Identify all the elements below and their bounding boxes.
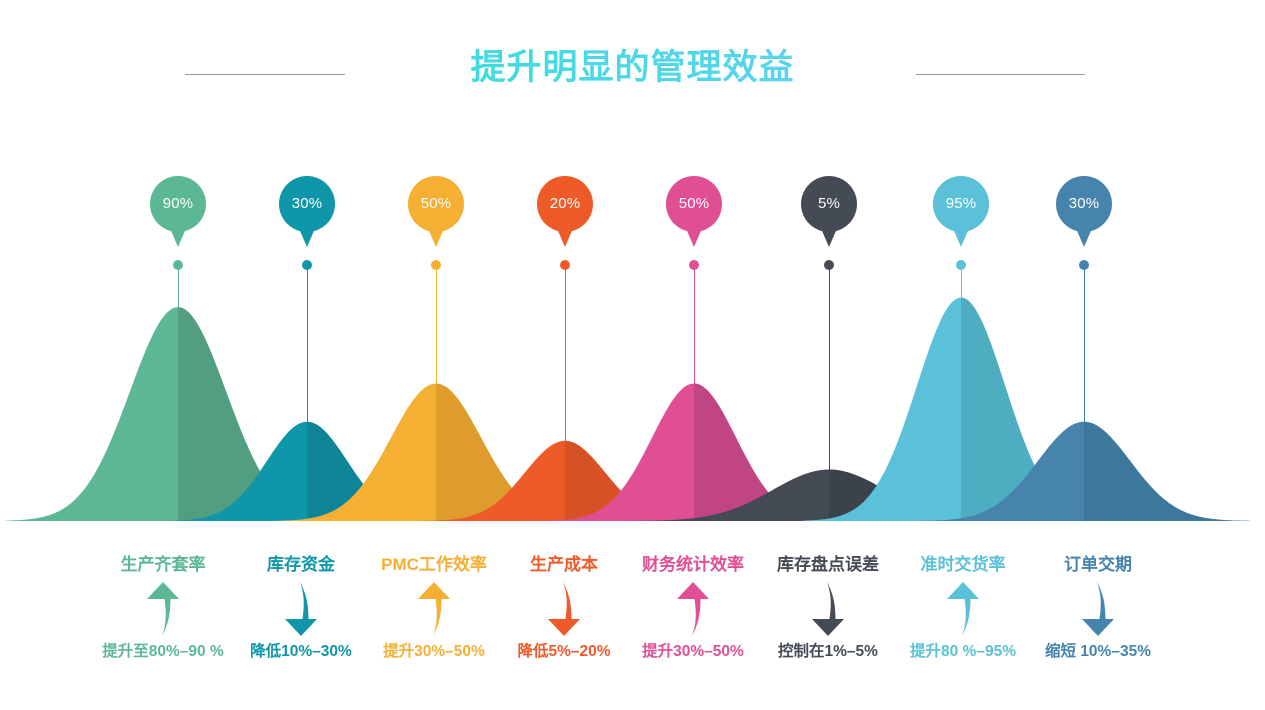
balloon-value-label: 90% [162,195,194,212]
arrow-down-icon [812,582,844,636]
balloon-stem [829,262,830,470]
stem-dot-icon [302,260,312,270]
balloon-value-label: 95% [945,195,977,212]
legend-item-detail: 提升30%–50% [642,643,744,660]
curve-1 [5,307,351,521]
balloon-value-label: 5% [817,195,841,212]
legend-item-title: 准时交货率 [920,555,1006,574]
arrow-down-icon [1082,582,1114,636]
map-pin-icon [666,176,722,232]
balloon-marker-7[interactable]: 95% [933,176,989,270]
arrow-up-icon [677,582,709,636]
balloon-value-label: 50% [420,195,452,212]
legend-item-trend [1036,578,1160,640]
balloon-marker-8[interactable]: 30% [1056,176,1112,270]
legend-item[interactable]: 库存资金降低10%–30% [238,552,364,664]
balloon-value-label: 50% [678,195,710,212]
arrow-down-icon [548,582,580,636]
legend-item[interactable]: 财务统计效率 提升30%–50% [627,552,759,664]
balloon-value-label: 20% [549,195,581,212]
balloon-marker-2[interactable]: 30% [279,176,335,270]
balloon-marker-5[interactable]: 50% [666,176,722,270]
balloon-marker-1[interactable]: 90% [150,176,206,270]
stem-dot-icon [689,260,699,270]
legend-item-trend [761,578,895,640]
balloon-stem [178,262,179,308]
curve-5 [542,383,846,521]
balloon-stem [565,262,566,441]
map-pin-icon [150,176,206,232]
balloon-stem [694,262,695,384]
balloon-value-label: 30% [1068,195,1100,212]
legend-item-title: 库存盘点误差 [777,555,879,574]
balloon-marker-4[interactable]: 20% [537,176,593,270]
map-pin-icon [408,176,464,232]
legend-item-detail: 提升30%–50% [383,643,485,660]
legend-item-detail: 降低5%–20% [517,643,611,660]
title-rule-left [185,74,345,75]
stem-dot-icon [956,260,966,270]
stem-dot-icon [431,260,441,270]
map-pin-icon [801,176,857,232]
title-rule-right [916,74,1085,75]
chart-area: 90% 30% 50% 20% 50% 5% 95% 30% [0,0,1265,545]
legend-row: 生产齐套率 提升至80%–90 % 库存资金 降低10%–30% PMC工作效率 提升30… [0,552,1265,682]
arrow-up-icon [947,582,979,636]
legend-item-trend [627,578,759,640]
balloon-marker-6[interactable]: 5% [801,176,857,270]
legend-item[interactable]: 准时交货率提升80 %–95% [900,552,1026,664]
arrow-down-icon [285,582,317,636]
legend-item-title: 库存资金 [267,555,335,574]
legend-item-trend [238,578,364,640]
legend-item-title: 订单交期 [1064,555,1132,574]
legend-item-trend [900,578,1026,640]
map-pin-icon [933,176,989,232]
balloon-stem [436,262,437,384]
arrow-up-icon [147,582,179,636]
map-pin-icon [279,176,335,232]
curve-7 [802,297,1120,521]
curve-2 [163,421,451,521]
legend-item[interactable]: 订单交期缩短 10%–35% [1036,552,1160,664]
balloon-stem [307,262,308,422]
stem-dot-icon [560,260,570,270]
title-bar: 提升明显的管理效益 [0,44,1265,104]
legend-item-trend [88,578,238,640]
stem-dot-icon [1079,260,1089,270]
legend-item[interactable]: 库存盘点误差 控制在1%–5% [761,552,895,664]
legend-item-title: 生产成本 [530,555,598,574]
page-title: 提升明显的管理效益 [0,44,1265,92]
map-pin-icon [1056,176,1112,232]
curve-8 [918,421,1250,521]
stem-dot-icon [824,260,834,270]
curve-4 [421,440,709,521]
legend-item-detail: 降低10%–30% [250,643,352,660]
curve-3 [274,383,598,521]
stem-dot-icon [173,260,183,270]
legend-item-title: 财务统计效率 [642,555,744,574]
legend-item-trend [364,578,504,640]
legend-item-title: 生产齐套率 [120,555,206,574]
legend-item-detail: 提升至80%–90 % [102,643,224,660]
legend-item[interactable]: PMC工作效率 提升30%–50% [364,552,504,664]
balloon-stem [1084,262,1085,422]
bell-curves [5,297,1250,521]
legend-item-detail: 控制在1%–5% [778,643,878,660]
balloon-marker-3[interactable]: 50% [408,176,464,270]
legend-item-title: PMC工作效率 [381,555,487,574]
arrow-up-icon [418,582,450,636]
legend-item[interactable]: 生产齐套率提升至80%–90 % [88,552,238,664]
legend-item-trend [502,578,626,640]
legend-item[interactable]: 生产成本降低5%–20% [502,552,626,664]
balloon-stem [961,262,962,298]
map-pin-icon [537,176,593,232]
balloon-value-label: 30% [291,195,323,212]
legend-item-detail: 缩短 10%–35% [1045,643,1151,660]
legend-item-detail: 提升80 %–95% [910,643,1016,660]
